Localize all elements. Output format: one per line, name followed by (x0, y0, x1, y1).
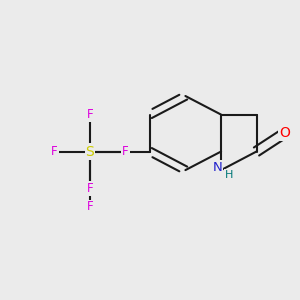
Text: F: F (51, 145, 58, 158)
Text: F: F (87, 200, 93, 214)
Text: O: O (280, 126, 290, 140)
Text: S: S (85, 145, 94, 158)
Text: F: F (122, 145, 129, 158)
Text: F: F (87, 182, 93, 195)
Text: N: N (213, 160, 222, 174)
Text: F: F (87, 108, 93, 121)
Text: H: H (225, 169, 234, 180)
